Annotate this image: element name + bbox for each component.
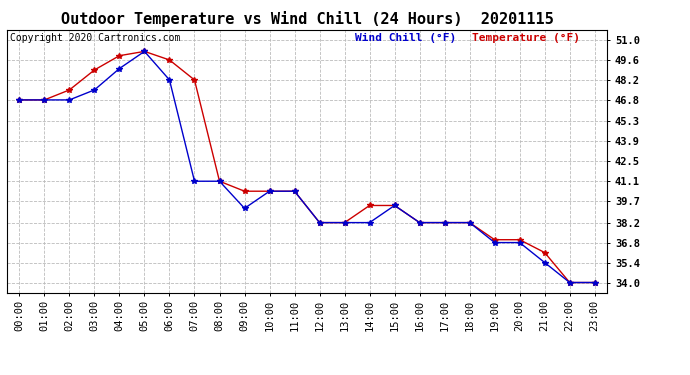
- Title: Outdoor Temperature vs Wind Chill (24 Hours)  20201115: Outdoor Temperature vs Wind Chill (24 Ho…: [61, 12, 553, 27]
- Text: Wind Chill (°F): Wind Chill (°F): [355, 33, 456, 43]
- Text: Temperature (°F): Temperature (°F): [472, 33, 580, 43]
- Text: Copyright 2020 Cartronics.com: Copyright 2020 Cartronics.com: [10, 33, 180, 43]
